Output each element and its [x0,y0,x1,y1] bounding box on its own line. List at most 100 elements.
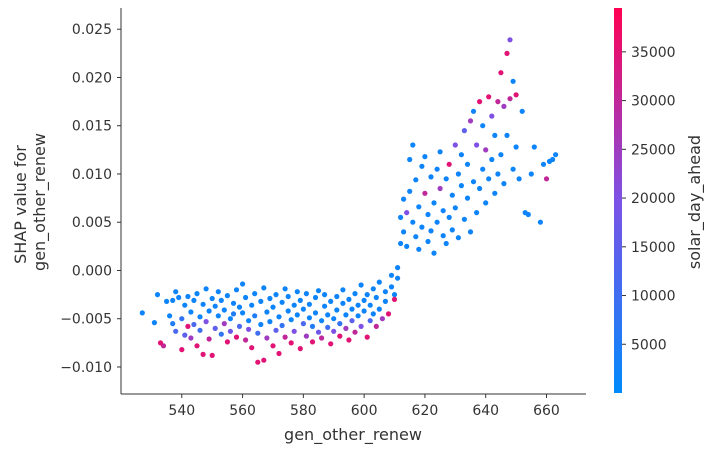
data-point [486,94,492,100]
data-point [227,316,233,322]
data-point [236,304,243,310]
data-point [355,313,361,319]
data-point [467,229,474,235]
data-point [176,294,182,301]
data-point [428,228,434,234]
data-point [434,166,440,172]
data-point [325,324,331,330]
data-point [477,185,483,192]
data-point [382,289,388,295]
data-point [221,307,227,313]
data-point [464,161,471,167]
data-point [346,296,352,302]
colorbar-label: solar_day_ahead [685,135,705,269]
data-point [173,289,179,295]
data-point [185,293,191,300]
data-point [276,314,282,320]
y-axis-label-line-1: SHAP value for [11,145,30,264]
data-point [385,311,392,317]
data-point [498,70,504,76]
data-point [352,291,358,297]
data-point [246,318,252,324]
data-point [294,312,300,318]
data-point [203,319,209,325]
data-point [270,343,276,349]
data-point [391,292,398,298]
data-point [139,310,145,316]
data-point [170,297,176,303]
data-point [401,196,407,202]
data-point [249,345,255,351]
data-point [315,329,322,335]
data-point [373,323,379,329]
data-point [194,291,200,297]
data-point [200,301,206,307]
data-point [461,216,467,222]
data-point [255,359,261,365]
data-point [246,326,252,332]
data-point [154,292,161,298]
data-point [504,132,510,138]
data-point [343,312,349,318]
data-point [291,302,297,308]
data-point [191,297,197,303]
data-point [373,294,379,301]
data-point [179,316,185,322]
data-point [273,292,279,298]
data-point [398,214,404,220]
data-point [501,181,507,187]
data-point [279,299,285,305]
data-point [297,346,303,352]
data-point [203,286,209,292]
data-point [364,292,370,298]
data-point [388,284,395,290]
data-point [477,99,483,105]
x-tick-label: 540 [168,403,195,419]
data-point [470,108,477,114]
data-point [182,332,188,338]
data-point [255,330,261,336]
data-point [288,317,294,323]
data-point [224,339,230,345]
data-point [343,325,349,331]
data-point [349,306,355,312]
data-point [489,113,495,119]
data-point [267,319,273,325]
data-point [543,176,550,182]
data-point [261,285,267,291]
data-point [464,195,471,201]
data-point [233,287,240,293]
data-point [452,142,458,148]
data-point [550,156,556,163]
data-point [151,320,157,326]
data-point [553,152,559,158]
data-point [209,295,215,302]
data-point [483,200,489,206]
y-tick-label: 0.015 [72,119,112,135]
data-point [495,171,501,177]
data-point [528,171,534,177]
y-tick-label: 0.025 [72,22,112,38]
data-point [221,321,227,327]
data-point [331,328,337,334]
data-point [224,293,230,299]
y-tick-label: −0.010 [60,360,112,376]
data-point [209,352,215,358]
data-point [258,321,264,328]
x-tick-label: 560 [229,403,256,419]
data-point [376,279,382,285]
data-point [492,190,498,196]
data-point [407,188,413,194]
data-point [510,166,516,172]
data-point [498,152,504,158]
data-point [364,334,370,340]
data-point [340,300,346,306]
data-point [215,313,221,319]
data-point [185,323,191,329]
data-point [461,128,467,134]
data-point [537,219,544,225]
data-point [358,282,364,288]
data-point [489,156,495,163]
data-point [355,302,361,308]
colorbar-tick-label: 15000 [631,240,676,256]
